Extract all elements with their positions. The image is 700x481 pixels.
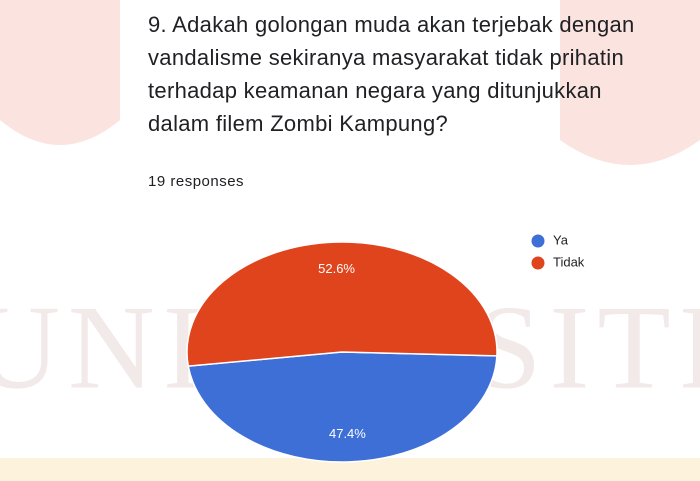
response-count: 19 responses	[148, 173, 245, 190]
watermark-shape	[560, 0, 700, 165]
watermark-shape	[0, 0, 120, 145]
watermark-band	[0, 458, 700, 481]
legend-swatch	[531, 256, 545, 270]
legend-swatch	[531, 234, 545, 248]
pie-slice	[187, 351, 498, 463]
slice-label: 52.6%	[318, 261, 355, 276]
legend-label: Tidak	[553, 254, 585, 269]
slice-label: 47.4%	[329, 426, 366, 441]
pie-slice	[186, 241, 498, 367]
legend-label: Ya	[553, 232, 569, 247]
question-title: 9. Adakah golongan muda akan terjebak de…	[148, 12, 635, 136]
pie: 47.4% 52.6%	[186, 241, 498, 463]
